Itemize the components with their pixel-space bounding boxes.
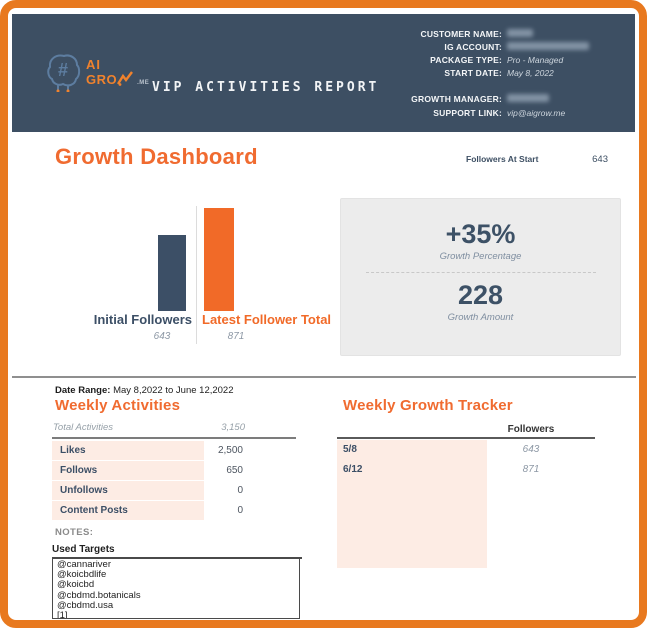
activity-label: Likes (52, 441, 204, 460)
logo-line2: GRO .ME (86, 71, 150, 87)
tracker-value: 871 (522, 464, 540, 475)
report-header: # AI GRO .ME VIP ACTIVITIES REPORT C (12, 14, 635, 132)
redacted-value (507, 28, 533, 37)
customer-info-panel: CUSTOMER NAME: IG ACCOUNT: PACKAGE TYPE:… (390, 27, 625, 119)
table-row: Likes 2,500 (52, 441, 296, 460)
growth-arrow-icon (117, 71, 134, 86)
customer-name-label: CUSTOMER NAME: (420, 28, 502, 39)
support-link-label: SUPPORT LINK: (433, 107, 502, 118)
bar-value-initial: 643 (153, 331, 171, 342)
bar-value-latest: 871 (227, 331, 245, 342)
activity-value: 0 (237, 485, 243, 496)
list-item: [1] (57, 610, 68, 619)
table-row: Follows 650 (52, 461, 296, 480)
list-item: @koicbd (57, 579, 95, 591)
ig-account-label: IG ACCOUNT: (444, 41, 502, 52)
bar-latest-followers (204, 208, 234, 311)
section-divider (12, 376, 636, 378)
info-row-package-type: PACKAGE TYPE: Pro - Managed (390, 53, 625, 66)
activity-label: Unfollows (52, 481, 204, 500)
growth-percentage-value: +35% (445, 219, 516, 249)
page-title: Growth Dashboard (55, 144, 258, 169)
activities-table: Likes 2,500 Follows 650 Unfollows 0 Cont… (52, 441, 296, 521)
list-item: @cannariver (57, 559, 111, 570)
info-row-customer-name: CUSTOMER NAME: (390, 27, 625, 40)
date-range-label: Date Range: (55, 385, 111, 396)
followers-at-start-value: 643 (592, 154, 608, 165)
growth-amount-label: Growth Amount (447, 312, 514, 323)
followers-bar-chart: Initial Followers Latest Follower Total … (48, 200, 348, 350)
activity-label: Follows (52, 461, 204, 480)
total-activities-label: Total Activities (53, 422, 114, 433)
activity-value: 650 (226, 465, 243, 476)
list-item: @cbdmd.usa (57, 599, 114, 611)
customer-name-value (507, 28, 625, 39)
bar-label-latest: Latest Follower Total (202, 312, 332, 327)
weekly-activities-title: Weekly Activities (55, 397, 181, 414)
chart-divider-line (196, 206, 197, 344)
table-row: Unfollows 0 (52, 481, 296, 500)
growth-summary-card: +35% Growth Percentage 228 Growth Amount (340, 198, 621, 356)
activity-label: Content Posts (52, 501, 204, 520)
package-type-value: Pro - Managed (507, 54, 564, 65)
report-title: VIP ACTIVITIES REPORT (152, 80, 380, 95)
info-row-ig-account: IG ACCOUNT: (390, 40, 625, 53)
date-range-value: May 8,2022 to June 12,2022 (110, 385, 234, 396)
growth-manager-value (507, 94, 625, 104)
package-type-label: PACKAGE TYPE: (430, 54, 502, 65)
followers-at-start: Followers At Start 643 (466, 154, 608, 165)
date-range: Date Range: May 8,2022 to June 12,2022 (55, 385, 234, 396)
bar-label-initial: Initial Followers (93, 312, 192, 327)
growth-amount-value: 228 (457, 280, 504, 310)
info-row-growth-manager: GROWTH MANAGER: (390, 93, 625, 106)
tracker-date: 6/12 (343, 464, 363, 475)
tracker-value: 643 (522, 444, 540, 455)
bar-initial-followers (158, 235, 186, 311)
list-item: @cbdmd.botanicals (57, 589, 141, 601)
weekly-growth-tracker-title: Weekly Growth Tracker (343, 397, 513, 414)
tracker-date: 5/8 (343, 444, 357, 455)
growth-manager-label: GROWTH MANAGER: (411, 94, 502, 105)
logo-suffix: .ME (137, 80, 150, 86)
notes-label: NOTES: (55, 527, 94, 538)
info-row-support-link: SUPPORT LINK: vip@aigrow.me (390, 106, 625, 119)
redacted-value (507, 41, 589, 50)
dotted-divider (365, 272, 596, 273)
total-activities-row: Total Activities 3,150 (53, 422, 245, 433)
info-row-start-date: START DATE: May 8, 2022 (390, 67, 625, 80)
table-row: Content Posts 0 (52, 501, 296, 520)
svg-text:#: # (58, 60, 68, 80)
followers-at-start-label: Followers At Start (466, 154, 539, 164)
growth-percentage-label: Growth Percentage (439, 251, 522, 262)
ig-account-value (507, 41, 625, 52)
activity-value: 0 (237, 505, 243, 516)
tracker-date-column (337, 440, 487, 568)
list-item: @koicbdlife (57, 569, 107, 581)
redacted-value (507, 94, 549, 103)
brain-icon: # (47, 54, 81, 92)
start-date-value: May 8, 2022 (507, 68, 554, 79)
start-date-label: START DATE: (444, 68, 502, 79)
logo-wordmark: AI GRO .ME (86, 58, 149, 86)
used-targets-box: @cannariver @koicbdlife @koicbd @cbdmd.b… (52, 558, 300, 619)
logo-line1: AI (86, 57, 101, 72)
info-spacer (390, 80, 625, 93)
support-link-value[interactable]: vip@aigrow.me (507, 107, 566, 118)
activity-value: 2,500 (217, 445, 243, 456)
total-activities-value: 3,150 (221, 422, 245, 433)
aigrow-logo: # AI GRO .ME (46, 52, 149, 92)
used-targets-title: Used Targets (52, 544, 302, 559)
activities-table-rule (52, 437, 296, 439)
tracker-table-rule (337, 437, 595, 439)
followers-column-header: Followers (507, 424, 555, 435)
